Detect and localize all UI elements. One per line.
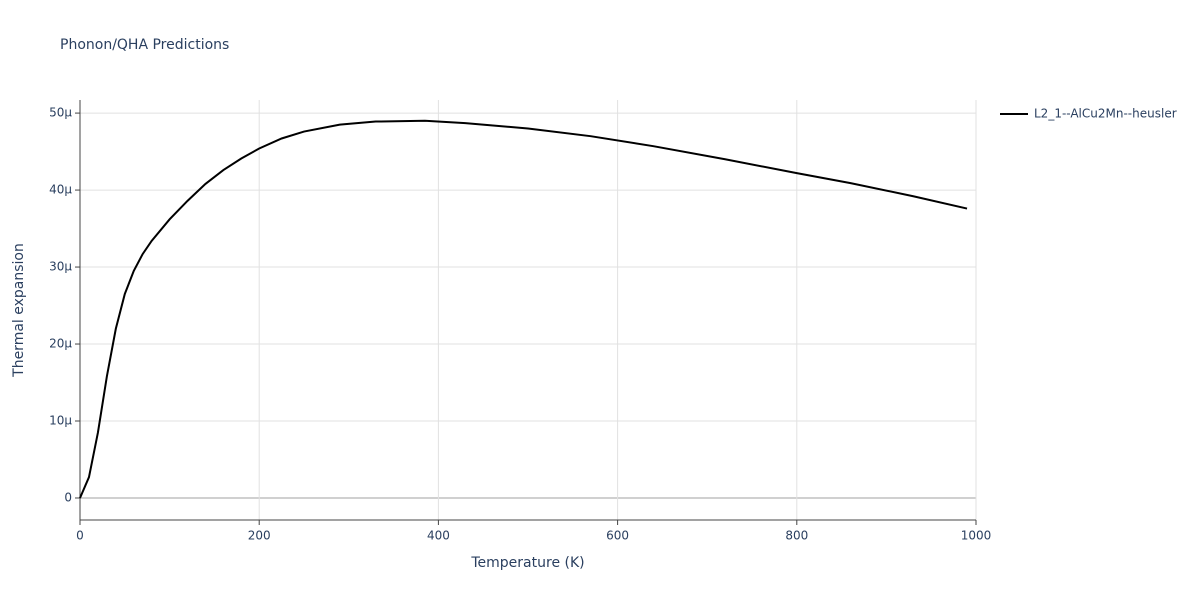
plot [79,119,968,499]
x-tick-label: 800 [785,529,808,543]
legend-label: L2_1--AlCu2Mn--heusler [1034,107,1177,121]
x-tick-label: 1000 [961,529,992,543]
x-tick-label: 600 [606,529,629,543]
y-axis-title: Thermal expansion [11,243,27,378]
x-tick-label: 0 [76,529,84,543]
y-tick-label: 30μ [49,260,72,274]
y-tick-label: 0 [64,490,72,504]
series-line [79,119,968,499]
y-tick-label: 50μ [49,106,72,120]
x-tick-label: 400 [427,529,450,543]
y-tick-label: 40μ [49,183,72,197]
y-tick-label: 10μ [49,414,72,428]
grid: 0 10μ 20μ 30μ 40μ 50μ 0 200 400 600 800 1000 [49,100,991,543]
x-tick-label: 200 [248,529,271,543]
chart-title: Phonon/QHA Predictions [60,37,229,53]
x-axis-title: Temperature (K) [470,555,584,571]
y-tick-label: 20μ [49,337,72,351]
